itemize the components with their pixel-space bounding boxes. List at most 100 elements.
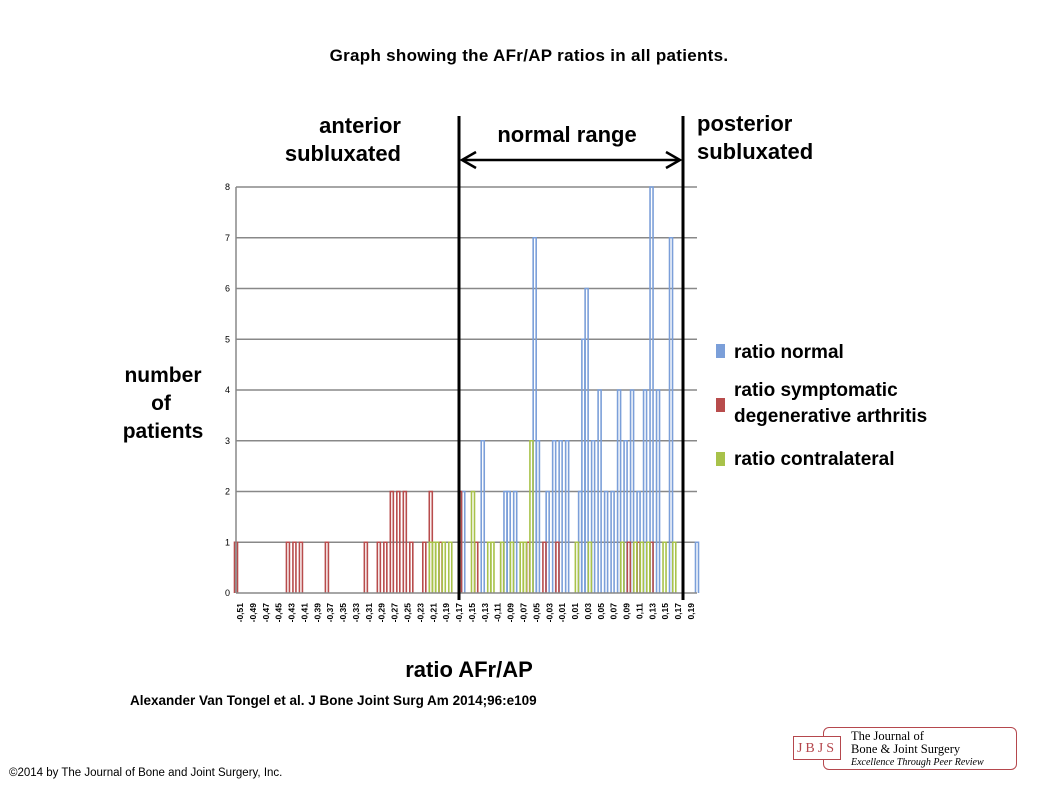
bar-symptomatic	[626, 541, 632, 593]
bar-symptomatic	[402, 490, 408, 593]
logo-text: The Journal of Bone & Joint Surgery Exce…	[851, 730, 984, 769]
y-axis-label-line1: number	[124, 364, 201, 387]
legend-label-symptomatic-line2: degenerative arthritis	[734, 406, 927, 427]
x-tick-label: -0,31	[364, 603, 374, 623]
bar-normal	[535, 439, 541, 593]
legend: ratio normal ratio symptomatic degenerat…	[716, 342, 927, 470]
journal-logo: JBJS The Journal of Bone & Joint Surgery…	[793, 727, 1017, 771]
bar-normal	[616, 389, 622, 593]
y-tick-label: 3	[225, 436, 230, 446]
logo-line2: Bone & Joint Surgery	[851, 742, 961, 756]
bar-normal	[558, 439, 563, 593]
x-tick-label: -0,09	[506, 603, 516, 623]
bar-symptomatic	[376, 541, 382, 593]
x-tick-label: 0,09	[622, 603, 632, 620]
slide-title: Graph showing the AFr/AP ratios in all p…	[329, 46, 729, 65]
legend-label-normal: ratio normal	[734, 342, 844, 363]
x-axis-label: ratio AFr/AP	[405, 657, 533, 682]
x-tick-labels: -0,51 -0,49 -0,47 -0,45 -0,43 -0,41 -0,39 -0,37…	[235, 603, 696, 623]
bar-contralateral	[499, 541, 505, 593]
bar-contralateral	[434, 541, 440, 593]
bar-contralateral	[490, 541, 495, 593]
legend-swatch-normal	[716, 344, 725, 358]
normal-range-arrow	[459, 150, 683, 170]
y-tick-label: 1	[225, 537, 230, 547]
annotation-anterior: anterior	[319, 113, 401, 138]
logo-tagline: Excellence Through Peer Review	[851, 757, 984, 768]
bar-symptomatic	[396, 490, 401, 593]
x-tick-label: -0,29	[377, 603, 387, 623]
x-tick-label: -0,17	[454, 603, 464, 623]
bar-symptomatic	[383, 541, 388, 593]
x-tick-label: 0,11	[634, 603, 644, 619]
x-tick-label: 0,15	[660, 603, 670, 620]
bar-normal	[642, 389, 648, 593]
bar-contralateral	[522, 541, 528, 593]
logo-line1: The Journal of	[851, 729, 924, 743]
bar-contralateral	[620, 541, 625, 593]
x-tick-label: -0,15	[467, 603, 477, 623]
bar-normal	[694, 541, 700, 593]
x-tick-label: -0,27	[390, 603, 400, 623]
copyright-notice: ©2014 by The Journal of Bone and Joint S…	[9, 767, 283, 779]
x-tick-label: -0,21	[428, 603, 438, 623]
bar-contralateral	[470, 490, 476, 593]
bar-normal	[590, 439, 596, 593]
y-tick-label: 8	[225, 182, 230, 192]
x-tick-label: -0,05	[531, 603, 541, 623]
bar-normal	[649, 186, 654, 593]
y-tick-label: 2	[225, 487, 230, 497]
annotation-subluxated-left: subluxated	[285, 141, 401, 166]
bar-symptomatic	[324, 541, 330, 593]
x-tick-label: -0,03	[544, 603, 554, 623]
legend-label-symptomatic-line1: ratio symptomatic	[734, 380, 898, 401]
y-tick-labels: 0 1 2 3 4 5 6 7 8	[225, 182, 230, 598]
legend-label-contralateral: ratio contralateral	[734, 449, 895, 470]
x-tick-label: -0,19	[441, 603, 451, 623]
x-tick-label: 0,03	[583, 603, 593, 620]
x-tick-label: -0,01	[557, 603, 567, 623]
x-tick-label: -0,45	[274, 603, 284, 623]
x-tick-label: 0,13	[647, 603, 657, 620]
bar-symptomatic	[298, 541, 304, 593]
bar-normal	[597, 389, 602, 593]
citation: Alexander Van Tongel et al. J Bone Joint…	[130, 693, 537, 708]
bar-contralateral	[633, 541, 638, 593]
bar-normal	[584, 287, 589, 593]
bar-normal	[629, 389, 635, 593]
bar-contralateral	[639, 541, 645, 593]
annotation-normal-range: normal range	[497, 122, 636, 147]
bar-normal	[668, 236, 674, 593]
x-tick-label: 0,19	[686, 603, 696, 620]
y-tick-label: 5	[225, 334, 230, 344]
bar-contralateral	[441, 541, 447, 593]
annotation-subluxated-right: subluxated	[697, 139, 813, 164]
bar-contralateral	[671, 541, 677, 593]
annotation-posterior: posterior	[697, 111, 793, 136]
bars-layer	[233, 186, 700, 593]
x-tick-label: -0,41	[299, 603, 309, 623]
legend-swatch-symptomatic	[716, 398, 725, 412]
x-tick-label: -0,49	[248, 603, 258, 623]
bar-contralateral	[509, 541, 515, 593]
x-tick-label: 0,01	[570, 603, 580, 620]
x-tick-label: -0,35	[338, 603, 348, 623]
bar-symptomatic	[555, 541, 560, 593]
bar-contralateral	[447, 541, 453, 593]
y-axis-label-line3: patients	[123, 420, 204, 443]
x-tick-label: -0,07	[518, 603, 528, 623]
bar-normal	[655, 389, 661, 593]
bar-normal	[532, 236, 537, 593]
bar-normal	[603, 490, 609, 593]
x-tick-label: -0,47	[261, 603, 271, 623]
x-tick-label: -0,37	[325, 603, 335, 623]
bar-normal	[551, 439, 557, 593]
y-tick-label: 7	[225, 233, 230, 243]
bar-symptomatic	[389, 490, 395, 593]
x-tick-label: -0,23	[415, 603, 425, 623]
bar-symptomatic	[292, 541, 297, 593]
x-tick-label: -0,33	[351, 603, 361, 623]
bar-normal	[610, 490, 615, 593]
y-tick-label: 6	[225, 284, 230, 294]
